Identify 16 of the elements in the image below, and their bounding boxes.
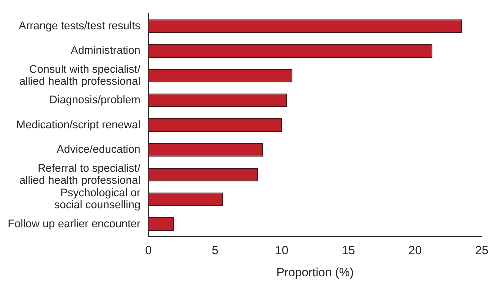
x-tick-label: 20	[408, 244, 422, 258]
y-tick-label: Referral to specialist/ allied health professional	[20, 162, 142, 187]
y-tick-label: Administration	[70, 45, 141, 58]
x-axis-title: Proportion (%)	[276, 266, 354, 280]
x-tick-label: 0	[145, 244, 152, 258]
x-tick-label: 5	[212, 244, 219, 258]
y-tick-label: Advice/education	[56, 144, 141, 156]
y-tick-label: Diagnosis/problem	[50, 94, 141, 107]
y-tick-label: Medication/script renewal	[16, 119, 141, 132]
y-tick-label: Consult with specialist/ allied health professional	[20, 64, 142, 88]
y-tick-label: Arrange tests/test results	[19, 20, 142, 32]
y-tick-label: Psychological or social counselling	[54, 187, 142, 212]
x-tick-label: 15	[342, 244, 356, 258]
x-tick-label: 10	[275, 244, 290, 258]
x-tick-label: 25	[475, 244, 489, 258]
y-tick-label: Follow up earlier encounter	[8, 218, 142, 230]
